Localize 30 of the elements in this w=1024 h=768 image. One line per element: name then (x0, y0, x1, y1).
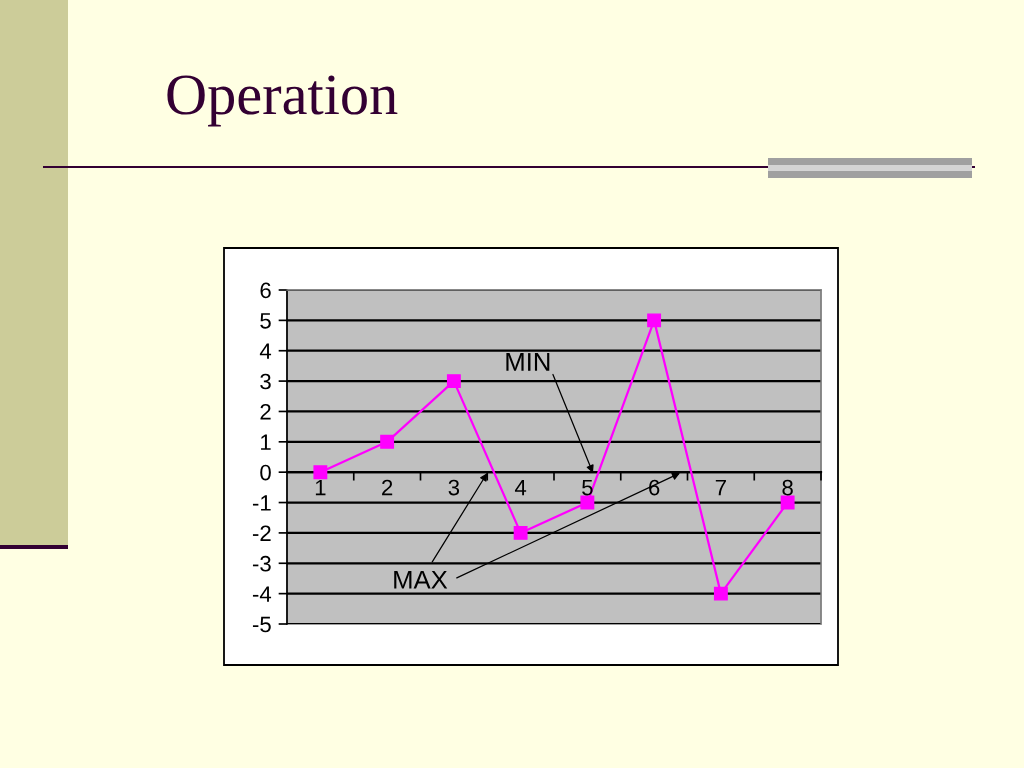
chart-title: Operation (167, 75, 398, 127)
y-tick-label: -1 (252, 495, 271, 511)
y-tick-label: -4 (252, 586, 272, 602)
point (713, 586, 728, 601)
y-tick-label: 0 (260, 464, 271, 481)
x-tick-label: 1 (315, 479, 326, 496)
point (446, 374, 461, 389)
point (580, 495, 595, 510)
y-tick-label: -5 (252, 616, 271, 633)
y-tick-label: -3 (252, 555, 271, 572)
point (513, 525, 528, 540)
y-tick-label: 1 (261, 434, 271, 450)
point (313, 465, 328, 480)
annotation: MIN (506, 353, 550, 371)
x-tick-label: 4 (514, 479, 527, 496)
point (647, 313, 662, 328)
y-tick-label: 6 (260, 282, 271, 299)
y-tick-label: -2 (252, 525, 271, 541)
x-tick-label: 2 (382, 479, 393, 496)
x-tick-label: 8 (782, 479, 793, 496)
y-tick-label: 3 (260, 373, 271, 390)
y-tick-label: 4 (259, 343, 272, 359)
annotation: MAX (394, 570, 448, 589)
point (380, 434, 395, 449)
point (780, 495, 795, 510)
y-tick-label: 2 (260, 403, 271, 420)
x-tick-label: 5 (582, 479, 593, 496)
x-tick-label: 3 (448, 479, 460, 496)
x-tick-label: 7 (715, 479, 726, 496)
y-tick-label: 5 (260, 313, 271, 329)
